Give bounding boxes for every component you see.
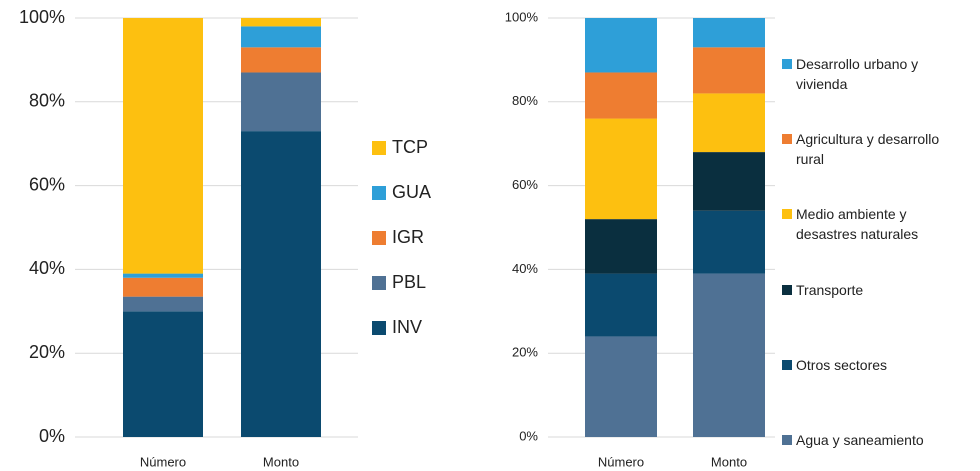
bar-segment <box>585 118 657 220</box>
y-tick-label: 60% <box>29 174 65 194</box>
bar-segment <box>693 18 765 48</box>
legend-swatch <box>782 59 792 69</box>
legend-label: Agricultura y desarrollo rural <box>796 131 940 168</box>
bar-segment <box>123 273 203 278</box>
legend-label: Medio ambiente y desastres naturales <box>796 206 919 243</box>
legend-label: IGR <box>392 227 424 247</box>
bar-segment <box>585 18 657 73</box>
bar-segment <box>241 131 321 437</box>
legend-label: Otros sectores <box>796 356 888 373</box>
bar-segment <box>123 296 203 312</box>
legend-swatch <box>782 284 792 295</box>
y-tick-label: 20% <box>512 345 538 360</box>
x-tick-label: Número <box>140 454 186 469</box>
legend-label: Desarrollo urbano y vivienda <box>796 56 919 92</box>
legend-swatch <box>372 231 386 245</box>
bar-segment <box>241 47 321 73</box>
bar-segment <box>693 152 765 211</box>
bar-segment <box>693 47 765 94</box>
bar-segment <box>123 18 203 274</box>
y-tick-label: 60% <box>512 177 538 192</box>
x-tick-label: Monto <box>711 454 747 469</box>
legend-swatch <box>782 209 792 220</box>
bar-segment <box>693 273 765 437</box>
legend-swatch <box>782 359 792 370</box>
bar-segment <box>585 219 657 274</box>
bar-segment <box>585 72 657 119</box>
legend-label: PBL <box>392 272 426 292</box>
bar-segment <box>693 93 765 153</box>
legend-label: GUA <box>392 182 431 202</box>
legend-swatch <box>372 321 386 335</box>
bar-segment <box>241 18 321 27</box>
bar-segment <box>585 336 657 437</box>
legend-label: TCP <box>392 137 428 157</box>
y-tick-label: 40% <box>29 258 65 278</box>
legend-label: Transporte <box>796 281 864 298</box>
bar-segment <box>123 277 203 297</box>
y-tick-label: 100% <box>505 9 539 24</box>
y-tick-label: 100% <box>19 7 65 27</box>
bar-segment <box>241 72 321 132</box>
legend-swatch <box>782 435 792 445</box>
y-tick-label: 80% <box>512 93 538 108</box>
legend-swatch <box>372 141 386 155</box>
bar-segment <box>585 273 657 337</box>
x-tick-label: Número <box>598 454 644 469</box>
y-tick-label: 20% <box>29 342 65 362</box>
bar-segment <box>693 210 765 274</box>
legend-swatch <box>372 276 386 290</box>
legend-swatch <box>782 134 792 145</box>
bar-segment <box>241 26 321 48</box>
legend-label: INV <box>392 317 422 337</box>
y-tick-label: 0% <box>519 428 538 443</box>
y-tick-label: 0% <box>39 426 65 446</box>
legend-label: Agua y saneamiento <box>796 432 924 448</box>
x-tick-label: Monto <box>263 454 299 469</box>
y-tick-label: 80% <box>29 91 65 111</box>
bar-segment <box>123 311 203 437</box>
legend-swatch <box>372 186 386 200</box>
y-tick-label: 40% <box>512 261 538 276</box>
